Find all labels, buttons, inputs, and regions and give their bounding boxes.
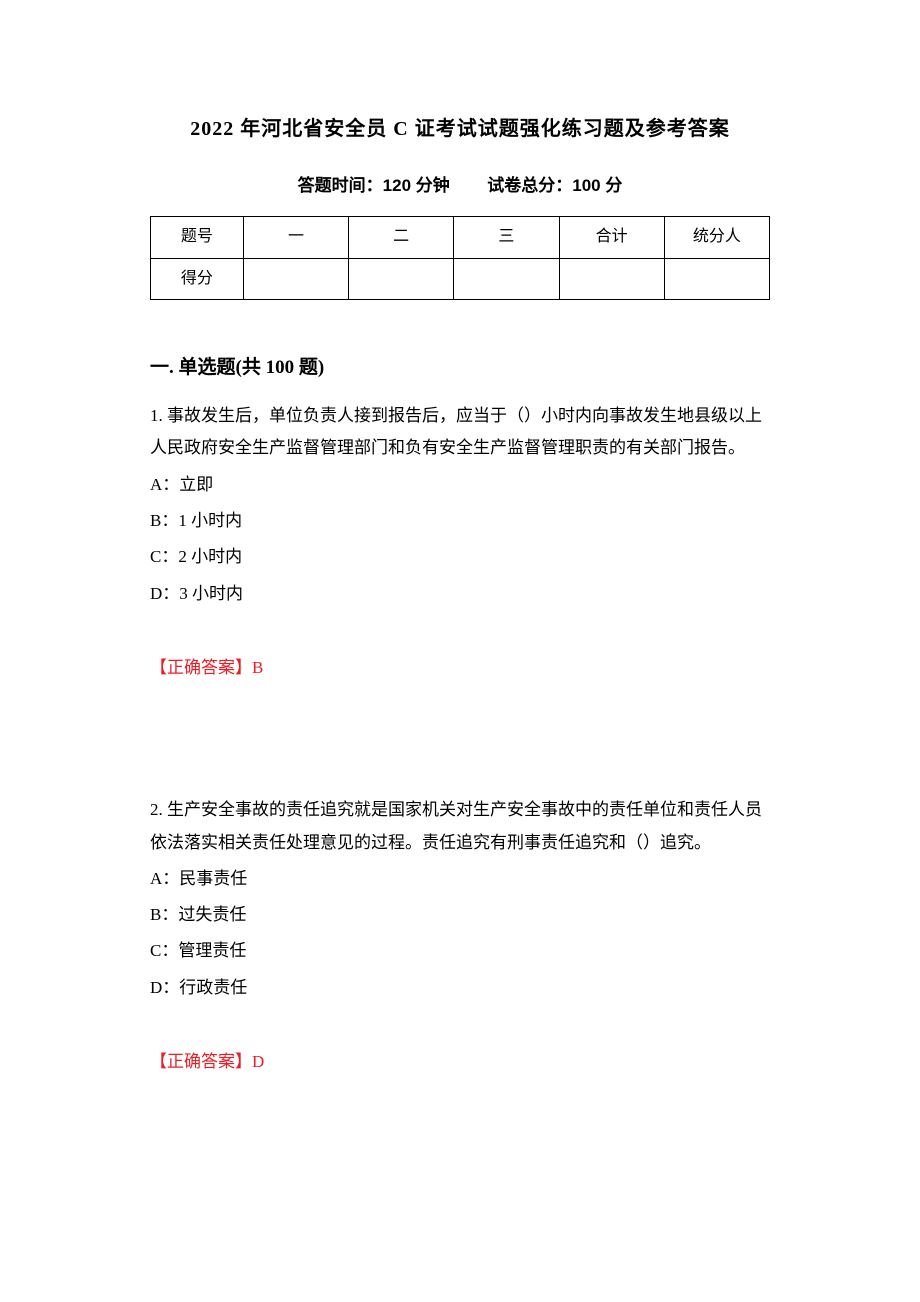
table-row: 题号 一 二 三 合计 统分人 bbox=[151, 217, 770, 258]
answer-value: B bbox=[252, 658, 263, 677]
table-header-cell: 二 bbox=[349, 217, 454, 258]
answer-label: 【正确答案】 bbox=[150, 658, 252, 677]
option-a: A：民事责任 bbox=[150, 863, 770, 895]
table-cell bbox=[349, 258, 454, 299]
option-c: C：2 小时内 bbox=[150, 541, 770, 573]
table-cell: 得分 bbox=[151, 258, 244, 299]
answer: 【正确答案】D bbox=[150, 1046, 770, 1078]
table-cell bbox=[559, 258, 664, 299]
exam-total: 试卷总分：100 分 bbox=[487, 176, 622, 195]
exam-time: 答题时间：120 分钟 bbox=[298, 176, 450, 195]
option-c: C：管理责任 bbox=[150, 935, 770, 967]
table-header-cell: 合计 bbox=[559, 217, 664, 258]
table-row: 得分 bbox=[151, 258, 770, 299]
option-b: B：过失责任 bbox=[150, 899, 770, 931]
question-text: 2. 生产安全事故的责任追究就是国家机关对生产安全事故中的责任单位和责任人员依法… bbox=[150, 794, 770, 859]
main-title: 2022 年河北省安全员 C 证考试试题强化练习题及参考答案 bbox=[150, 110, 770, 148]
table-header-cell: 统分人 bbox=[664, 217, 769, 258]
answer: 【正确答案】B bbox=[150, 652, 770, 684]
option-a: A：立即 bbox=[150, 469, 770, 501]
table-cell bbox=[454, 258, 559, 299]
table-header-cell: 三 bbox=[454, 217, 559, 258]
score-table: 题号 一 二 三 合计 统分人 得分 bbox=[150, 216, 770, 300]
question-text: 1. 事故发生后，单位负责人接到报告后，应当于（）小时内向事故发生地县级以上人民… bbox=[150, 400, 770, 465]
table-header-cell: 题号 bbox=[151, 217, 244, 258]
option-d: D：3 小时内 bbox=[150, 578, 770, 610]
table-header-cell: 一 bbox=[243, 217, 348, 258]
sub-title: 答题时间：120 分钟 试卷总分：100 分 bbox=[150, 170, 770, 202]
table-cell bbox=[664, 258, 769, 299]
table-cell bbox=[243, 258, 348, 299]
option-d: D：行政责任 bbox=[150, 972, 770, 1004]
section-title: 一. 单选题(共 100 题) bbox=[150, 350, 770, 386]
answer-value: D bbox=[252, 1052, 264, 1071]
option-b: B：1 小时内 bbox=[150, 505, 770, 537]
answer-label: 【正确答案】 bbox=[150, 1052, 252, 1071]
